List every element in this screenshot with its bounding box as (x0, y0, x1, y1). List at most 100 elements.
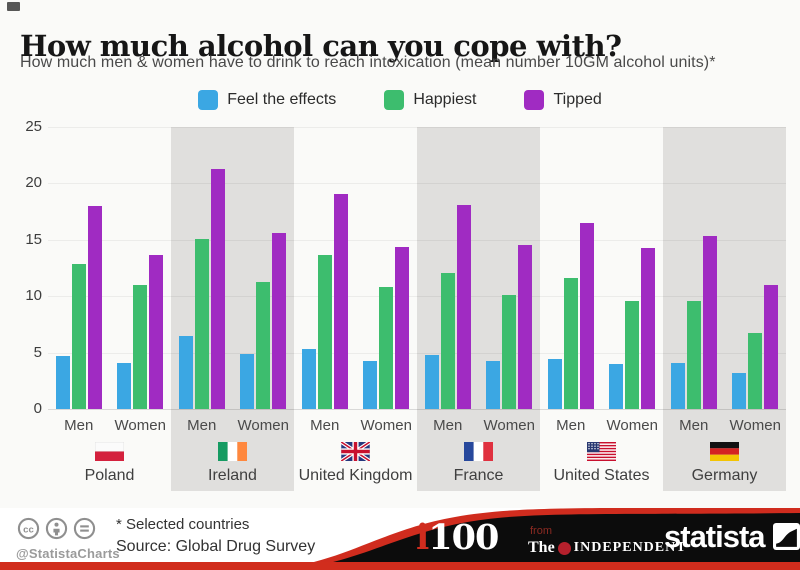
plot-bands: Men Women Poland Men Women Ireland Men Women Uni… (48, 127, 786, 491)
x-label: Men (310, 416, 340, 434)
column-men (171, 127, 233, 409)
bar-columns (294, 127, 417, 409)
legend-label: Happiest (413, 91, 477, 108)
country-label: Ireland (208, 467, 257, 484)
bar-tipped (87, 206, 102, 409)
country-band-poland: Men Women Poland (48, 127, 171, 491)
bar-happiest (686, 300, 701, 409)
country-label: United Kingdom (298, 467, 413, 484)
page-title: How much alcohol can you cope with? (20, 29, 622, 64)
independent-globe-icon (557, 541, 571, 555)
bar-happiest (133, 284, 148, 409)
country-band-uk: Men Women United Kingdom (294, 127, 417, 491)
flag-ireland-icon (218, 442, 247, 466)
chart-legend: Feel the effects Happiest Tipped (0, 90, 800, 110)
bar-feel-the-effects (55, 356, 70, 409)
bar-group (55, 206, 102, 409)
x-label: Women (237, 416, 289, 434)
x-label: Women (360, 416, 412, 434)
bar-group (240, 233, 287, 409)
bar-happiest (625, 300, 640, 409)
bar-group (609, 247, 656, 409)
legend-item-happiest: Happiest (384, 90, 476, 110)
flag-row (540, 441, 663, 467)
bar-tipped (210, 168, 225, 409)
country-label: Germany (691, 467, 758, 484)
country-band-france: Men Women France (417, 127, 540, 491)
statista-wordmark: statista (664, 519, 766, 554)
statista-mark-icon (772, 523, 800, 550)
column-men (663, 127, 725, 409)
bar-feel-the-effects (732, 372, 747, 409)
x-label: Women (114, 416, 166, 434)
bar-group (670, 236, 717, 409)
legend-item-feel-the-effects: Feel the effects (198, 90, 336, 110)
flag-poland-icon (94, 441, 125, 466)
x-label: Men (556, 416, 586, 434)
flag-us-icon (587, 442, 616, 466)
bar-columns (540, 127, 663, 409)
svg-text:cc: cc (23, 524, 34, 535)
footer-swoosh-graphic (0, 508, 800, 570)
bar-columns (417, 127, 540, 409)
flag-row (171, 441, 294, 467)
x-label: Men (64, 416, 94, 434)
x-label: Women (729, 416, 781, 434)
country-band-ireland: Men Women Ireland (171, 127, 294, 491)
chart-subtitle: How much men & women have to drink to re… (20, 54, 716, 71)
top-left-artifact (7, 2, 20, 11)
bar-feel-the-effects (547, 359, 562, 409)
bar-feel-the-effects (240, 353, 255, 409)
bar-happiest (256, 281, 271, 409)
bar-happiest (194, 238, 209, 409)
bar-tipped (333, 193, 348, 409)
column-men (540, 127, 602, 409)
x-label: Men (187, 416, 217, 434)
bar-columns (663, 127, 786, 409)
column-women (356, 127, 418, 409)
country-label: United States (553, 467, 650, 484)
legend-swatch-icon (524, 90, 545, 110)
i100-logo-number: 100 (428, 517, 499, 558)
bar-group (363, 246, 410, 409)
y-tick-label: 20 (25, 174, 42, 192)
legend-swatch-icon (198, 90, 219, 110)
bar-happiest (71, 263, 86, 409)
statista-charts-handle: @StatistaCharts (16, 546, 120, 561)
equal-license-icon (73, 517, 96, 540)
bar-group (178, 168, 225, 409)
column-women (233, 127, 295, 409)
column-men (294, 127, 356, 409)
column-women (725, 127, 787, 409)
bar-tipped (641, 247, 656, 409)
bar-happiest (317, 254, 332, 409)
bar-tipped (395, 246, 410, 409)
column-women (602, 127, 664, 409)
bar-group (547, 222, 594, 409)
bar-tipped (702, 236, 717, 409)
x-label: Men (433, 416, 463, 434)
legend-item-tipped: Tipped (524, 90, 602, 110)
source-text: Source: Global Drug Survey (116, 538, 316, 555)
column-women (110, 127, 172, 409)
y-tick-label: 15 (25, 230, 42, 248)
x-label-row: Men Women (663, 409, 786, 441)
flag-germany-icon (710, 442, 739, 466)
bar-happiest (748, 333, 763, 409)
flag-row (663, 441, 786, 467)
flag-row (48, 441, 171, 467)
bar-group (117, 254, 164, 409)
bar-feel-the-effects (609, 363, 624, 409)
flag-row (417, 441, 540, 467)
legend-swatch-icon (384, 90, 405, 110)
statista-logo: statista (664, 521, 800, 552)
flag-uk-icon (340, 440, 371, 466)
x-label: Women (606, 416, 658, 434)
independent-logo: from The INDEPENDENT (528, 526, 687, 557)
bar-tipped (456, 204, 471, 409)
i100-logo: i100 (416, 517, 499, 558)
bar-feel-the-effects (670, 362, 685, 409)
bar-tipped (272, 233, 287, 409)
bar-feel-the-effects (363, 360, 378, 409)
independent-name: INDEPENDENT (573, 540, 687, 555)
